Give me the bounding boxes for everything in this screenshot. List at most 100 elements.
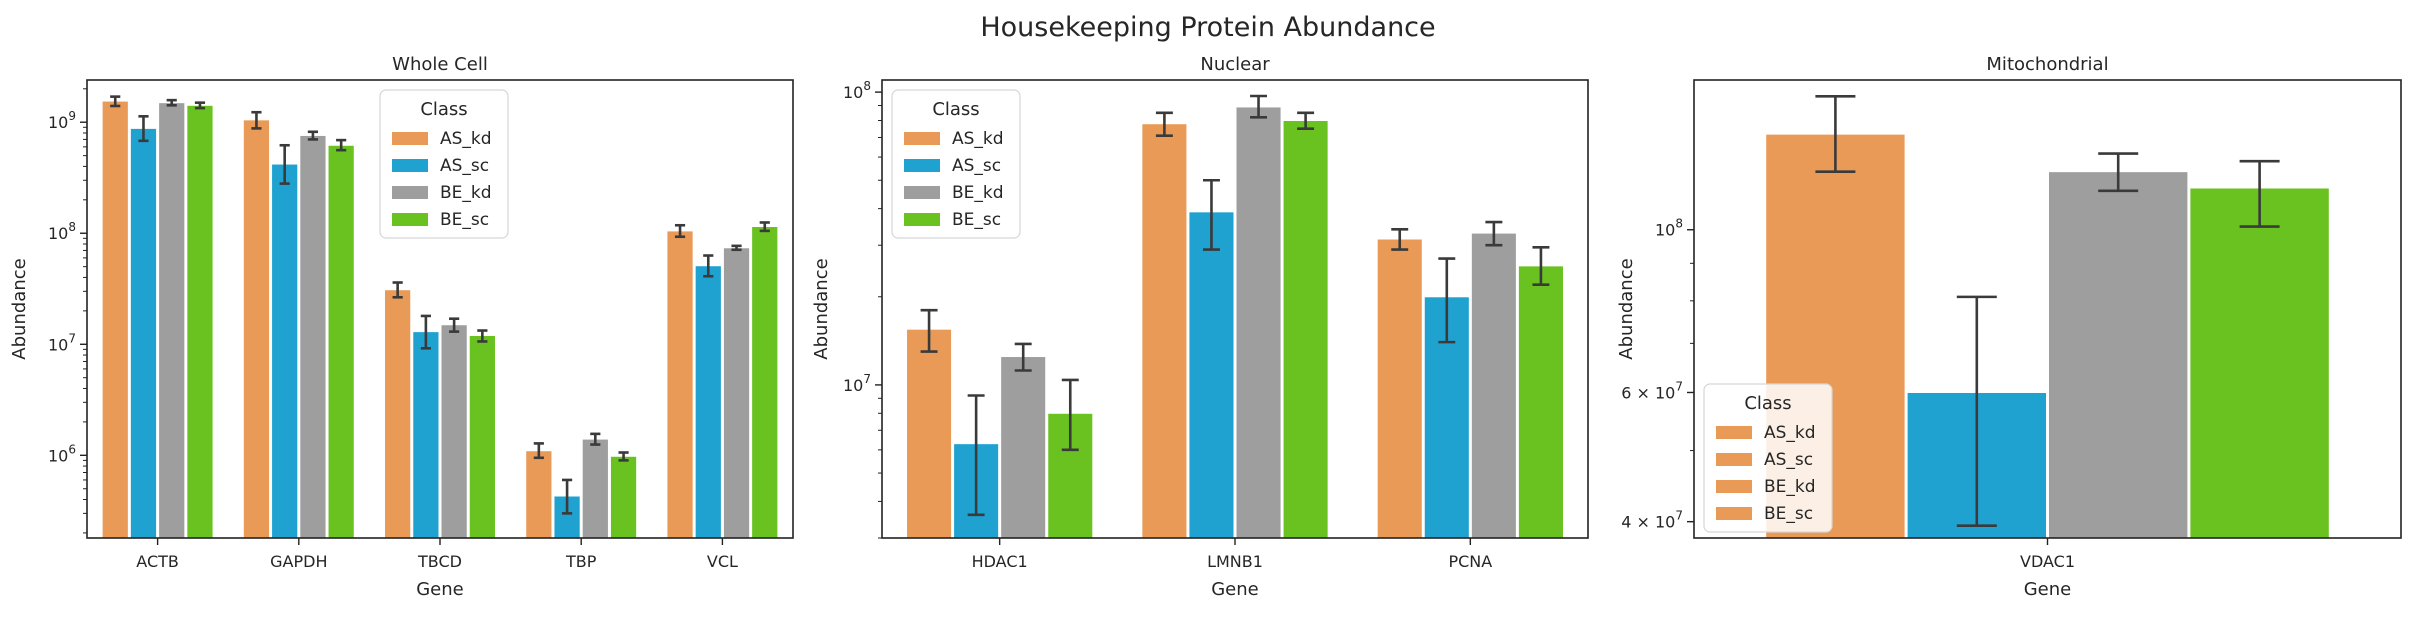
errorbar-AS_sc-VDAC1 [1956,295,1997,527]
errorbar-AS_kd-VDAC1 [1815,95,1856,173]
x-tick-label: TBP [565,552,597,571]
errorbar-AS_sc-TBCD [420,314,431,350]
y-tick-exponent: 9 [68,109,76,123]
errorbar-AS_kd-LMNB1 [1155,111,1173,137]
errorbar-AS_kd-TBCD [392,281,403,299]
legend-label-BE_kd: BE_kd [440,183,492,203]
legend: Class AS_kd AS_sc BE_kd BE_sc [379,89,509,239]
y-tick-label: 108 [1655,217,1683,240]
legend-swatch-BE_sc [392,213,428,226]
errorbar-BE_sc-LMNB1 [1297,111,1315,130]
bar-BE_sc-VCL [751,226,779,539]
legend-box [891,89,1021,239]
errorbar-AS_sc-ACTB [138,115,149,143]
legend-label-BE_kd: BE_kd [1764,477,1816,497]
legend-box [379,89,509,239]
legend-label-AS_kd: AS_kd [1764,423,1816,443]
legend-swatch-BE_sc [904,213,940,226]
errorbar-BE_kd-VDAC1 [2098,152,2139,193]
legend: Class AS_kd AS_sc BE_kd BE_sc [891,89,1021,239]
errorbar-BE_kd-TBP [590,432,601,446]
legend-title: Class [932,99,979,120]
y-tick-exponent: 7 [863,372,871,386]
bar-BE_kd-TBP [581,438,609,539]
legend-swatch-BE_kd [1716,480,1752,493]
legend-swatch-AS_sc [904,159,940,172]
legend-label-BE_sc: BE_sc [440,210,489,230]
bar-BE_sc-LMNB1 [1282,119,1329,539]
errorbar-AS_sc-LMNB1 [1202,178,1220,251]
legend-label-BE_sc: BE_sc [952,210,1001,230]
y-tick-exponent: 7 [68,331,76,345]
errorbar-BE_sc-HDAC1 [1061,378,1079,452]
x-axis-label: Gene [1211,579,1259,600]
legend-swatch-AS_kd [392,132,428,145]
panel-title: Whole Cell [392,54,488,75]
errorbar-AS_sc-GAPDH [279,143,290,185]
errorbar-BE_kd-HDAC1 [1014,342,1032,372]
bar-BE_sc-TBP [609,455,638,539]
y-tick-label: 107 [48,331,76,354]
legend-swatch-AS_kd [904,132,940,145]
legend-swatch-BE_kd [904,186,940,199]
bar-AS_sc-GAPDH [271,163,299,539]
legend-swatch-AS_sc [392,159,428,172]
bar-AS_kd-VCL [666,230,694,539]
x-tick-label: TBCD [417,552,462,571]
errorbar-BE_sc-PCNA [1532,246,1550,286]
bar-AS_kd-TBCD [384,289,412,539]
errorbar-BE_sc-ACTB [194,101,206,110]
y-tick-label: 109 [48,109,76,132]
legend-label-AS_sc: AS_sc [440,156,489,176]
y-tick-label: 4 × 107 [1621,509,1683,532]
x-tick-label: HDAC1 [972,552,1028,571]
bar-BE_kd-VDAC1 [2048,171,2189,539]
bar-AS_kd-PCNA [1376,238,1423,539]
errorbar-BE_sc-TBP [618,451,629,462]
bar-AS_kd-TBP [525,450,553,539]
y-axis-label: Abundance [9,258,30,359]
bar-BE_kd-PCNA [1470,232,1517,539]
panels: Whole Cell 106 107 108 109 ACTB GAPDH TBCD TBP VC… [9,54,2402,600]
x-tick-label: GAPDH [270,552,327,571]
y-tick-exponent: 6 [68,442,76,456]
bar-AS_kd-HDAC1 [906,328,953,539]
y-tick-label: 108 [48,220,76,243]
errorbar-AS_sc-TBP [561,478,573,515]
y-axis-label: Abundance [811,258,832,359]
legend-title: Class [1744,393,1791,414]
x-axis-label: Gene [416,579,464,600]
legend-label-AS_kd: AS_kd [440,129,492,149]
legend-label-BE_sc: BE_sc [1764,504,1813,524]
errorbar-AS_kd-PCNA [1391,227,1409,251]
bar-BE_kd-GAPDH [299,134,327,539]
legend-box [1703,383,1833,533]
errorbar-AS_kd-ACTB [110,95,121,108]
errorbar-BE_sc-VDAC1 [2239,159,2280,228]
y-tick-label: 107 [843,372,871,395]
errorbar-AS_sc-HDAC1 [967,394,985,517]
bar-BE_sc-PCNA [1517,265,1564,539]
panel-title: Nuclear [1200,54,1270,75]
x-axis-label: Gene [2024,579,2072,600]
bar-AS_sc-TBCD [412,331,440,539]
bar-AS_sc-VCL [694,265,722,539]
legend-title: Class [420,99,467,120]
errorbar-AS_kd-HDAC1 [920,308,938,353]
errorbar-BE_kd-PCNA [1485,220,1503,247]
bar-BE_kd-TBCD [440,324,468,539]
panel-3: Mitochondrial 4 × 107 6 × 107 108 VDAC1 Gene A… [1616,54,2402,600]
legend-label-AS_sc: AS_sc [952,156,1001,176]
y-tick-exponent: 8 [68,220,76,234]
errorbar-AS_sc-PCNA [1438,257,1456,344]
errorbar-BE_kd-TBCD [449,317,460,333]
x-tick-label: ACTB [136,552,179,571]
bar-AS_sc-LMNB1 [1188,211,1235,539]
bar-BE_sc-VDAC1 [2189,187,2330,539]
y-tick-exponent: 8 [1675,217,1683,231]
panel-title: Mitochondrial [1986,54,2108,75]
y-tick-label: 108 [843,79,871,102]
x-tick-label: VDAC1 [2020,552,2075,571]
legend-swatch-BE_kd [392,186,428,199]
